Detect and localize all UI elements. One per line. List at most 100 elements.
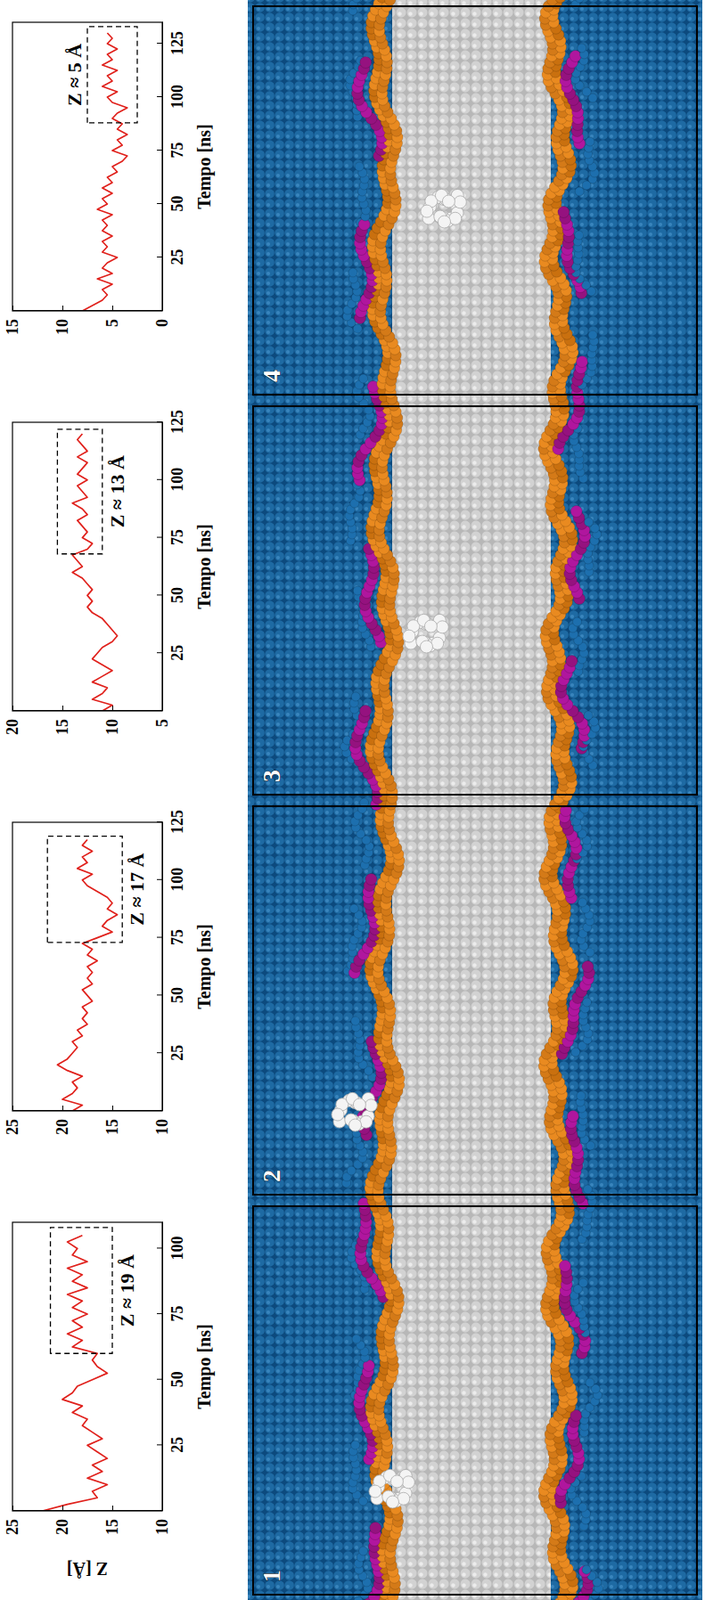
solute-atom	[419, 640, 433, 654]
y-tick-mark	[112, 305, 114, 312]
x-tick-label: 75	[168, 529, 187, 546]
plot-area	[81, 26, 138, 312]
y-tick-mark	[62, 305, 64, 312]
x-tick-label: 50	[168, 196, 187, 213]
y-tick: 15	[103, 1506, 122, 1536]
x-tick: 25	[156, 645, 187, 662]
y-tick-mark	[162, 705, 164, 712]
y-tick-mark	[12, 705, 14, 712]
y-tick: 10	[153, 1106, 172, 1136]
choline-bead	[582, 961, 594, 974]
y-tick-mark	[112, 1506, 114, 1512]
x-tick: 100	[156, 467, 187, 492]
phosphate-bead	[582, 1565, 591, 1575]
data-line	[81, 32, 127, 312]
chart-panel: Z ≈ 13 Å2550751001255101520Tempo [ns]	[3, 409, 215, 736]
phosphate-bead	[573, 617, 583, 627]
annotation-box	[57, 429, 102, 555]
annotation-box	[87, 26, 138, 123]
x-tick: 25	[156, 1437, 187, 1454]
plot-area	[47, 836, 123, 1112]
solute-atom	[453, 196, 467, 209]
phosphate-bead	[583, 711, 593, 721]
y-tick: 15	[103, 1106, 122, 1136]
choline-bead	[565, 655, 578, 668]
y-tick-label: 15	[103, 1119, 122, 1136]
x-tick-label: 50	[168, 1371, 187, 1388]
glycerol-bead	[554, 0, 566, 3]
x-tick: 75	[156, 929, 187, 946]
x-axis-line	[162, 22, 164, 312]
phosphate-bead	[352, 586, 362, 596]
x-tick: 25	[156, 249, 187, 266]
y-tick-label: 25	[3, 1519, 22, 1536]
x-axis-line	[162, 422, 164, 712]
lipid-core	[392, 0, 551, 1600]
y-axis: 5101520	[3, 705, 172, 736]
x-tick-mark	[156, 652, 163, 654]
y-tick-label: 25	[3, 1119, 22, 1136]
panel-box	[253, 406, 697, 796]
solute-atom	[397, 1492, 410, 1506]
plot-frame	[12, 22, 163, 312]
x-tick-mark	[156, 821, 163, 823]
phosphate-bead	[348, 268, 358, 278]
phosphate-bead	[359, 1547, 369, 1557]
x-tick: 100	[156, 868, 187, 893]
annotation-box	[50, 1228, 113, 1354]
x-tick-mark	[156, 479, 163, 481]
solute-molecule	[331, 1092, 378, 1132]
y-axis-line	[13, 1510, 164, 1512]
phosphate-bead	[585, 1378, 595, 1388]
plot-area	[42, 1228, 113, 1512]
x-tick-mark	[156, 1052, 163, 1054]
y-tick-label: 20	[53, 1119, 72, 1136]
y-tick: 20	[3, 705, 22, 736]
solute-atom	[360, 1115, 373, 1129]
y-tick-label: 10	[153, 1519, 172, 1536]
x-tick-mark	[156, 421, 163, 423]
membrane-snapshot	[247, 0, 703, 1600]
y-tick-mark	[62, 1506, 64, 1512]
solute-atom	[431, 637, 444, 650]
y-tick: 20	[53, 1506, 72, 1536]
x-tick: 125	[156, 31, 187, 56]
y-axis-line	[13, 310, 164, 312]
x-tick: 50	[156, 1371, 187, 1388]
y-tick: 25	[3, 1106, 22, 1136]
y-tick-label: 5	[103, 319, 122, 328]
x-axis-line	[162, 1222, 164, 1512]
phosphate-bead	[585, 137, 595, 147]
phosphate-bead	[582, 998, 592, 1008]
data-line	[42, 1236, 108, 1512]
x-axis-title: Tempo [ns]	[194, 924, 215, 1009]
solute-atom	[390, 1475, 403, 1489]
plot-frame	[12, 422, 163, 712]
y-tick-label: 15	[3, 319, 22, 336]
y-tick-label: 10	[103, 719, 122, 736]
y-tick: 25	[3, 1506, 22, 1536]
x-tick-label: 75	[168, 142, 187, 159]
x-tick-label: 100	[168, 84, 187, 109]
x-tick-label: 25	[168, 645, 187, 662]
x-tick: 75	[156, 529, 187, 546]
x-axis: 25 50 75 100 125	[156, 22, 187, 312]
phosphate-bead	[576, 1091, 586, 1101]
y-tick: 15	[3, 305, 22, 336]
solute-atom	[364, 1099, 378, 1113]
panel-box	[253, 806, 697, 1196]
y-tick: 15	[53, 705, 72, 736]
choline-bead	[576, 356, 589, 369]
y-tick-mark	[112, 1106, 114, 1112]
y-tick: 5	[103, 305, 122, 328]
panel-box	[253, 6, 697, 395]
phosphate-bead	[349, 904, 359, 914]
solute-molecule	[420, 188, 467, 229]
solute-atom	[401, 1476, 415, 1490]
y-tick: 10	[153, 1506, 172, 1536]
y-tick-label: 15	[103, 1519, 122, 1536]
choline-bead	[557, 206, 570, 219]
y-tick-mark	[62, 1106, 64, 1112]
phosphate-bead	[351, 692, 361, 702]
x-tick: 75	[156, 142, 187, 159]
